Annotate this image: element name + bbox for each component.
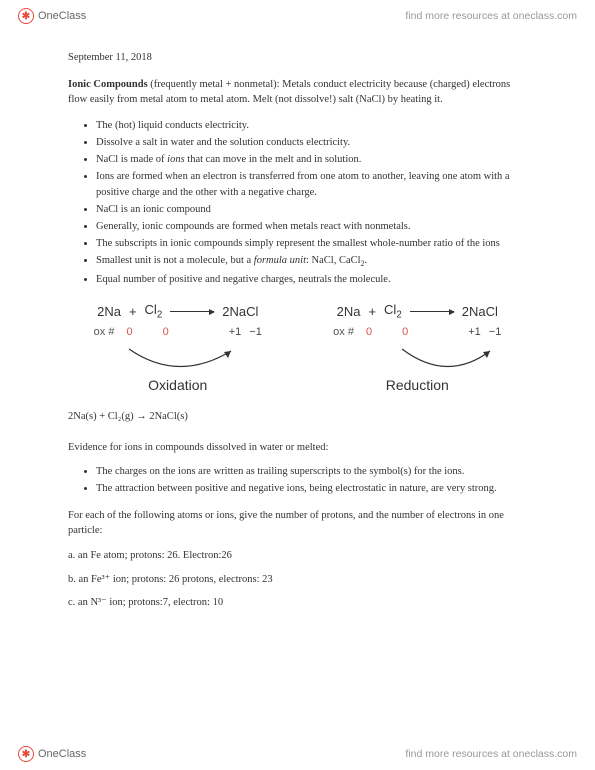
product: 2NaCl [222, 303, 258, 322]
footer-tagline: find more resources at oneclass.com [405, 748, 577, 760]
diagram-label: Oxidation [68, 375, 288, 395]
ox-value: 0 [366, 325, 372, 341]
intro-paren: (frequently metal + nonmetal): [150, 79, 279, 90]
reduction-diagram: 2Na + Cl2 2NaCl ox # 0 0 +1 −1 [308, 301, 528, 395]
list-item: The (hot) liquid conducts electricity. [96, 118, 527, 133]
equation-line: 2Na + Cl2 2NaCl [308, 301, 528, 323]
list-item: Smallest unit is not a molecule, but a f… [96, 253, 527, 270]
ox-value: +1 [468, 325, 481, 341]
subquestion-c: c. an N³⁻ ion; protons:7, electron: 10 [68, 595, 527, 610]
brand-name: OneClass [38, 748, 86, 760]
list-item: Equal number of positive and negative ch… [96, 272, 527, 287]
bullet-list-1: The (hot) liquid conducts electricity. D… [68, 118, 527, 287]
intro-paragraph: Ionic Compounds (frequently metal + nonm… [68, 77, 527, 107]
intro-heading: Ionic Compounds [68, 79, 148, 90]
page-footer: ✱ OneClass find more resources at onecla… [0, 738, 595, 770]
arrow-icon [410, 311, 454, 312]
list-item: Ions are formed when an electron is tran… [96, 169, 527, 199]
subquestion-b: b. an Fe³⁺ ion; protons: 26 protons, ele… [68, 572, 527, 587]
list-item: NaCl is made of ions that can move in th… [96, 152, 527, 167]
plus-sign: + [129, 303, 137, 322]
ox-value: +1 [229, 325, 242, 341]
question-prompt: For each of the following atoms or ions,… [68, 508, 527, 538]
ox-value: 0 [163, 325, 169, 341]
equation-line: 2Na + Cl2 2NaCl [68, 301, 288, 323]
brand-name: OneClass [38, 10, 86, 22]
reactant-b: Cl2 [145, 301, 163, 323]
diagram-label: Reduction [308, 375, 528, 395]
oxidation-numbers: ox # 0 0 +1 −1 [308, 325, 528, 341]
product: 2NaCl [462, 303, 498, 322]
list-item: Generally, ionic compounds are formed wh… [96, 219, 527, 234]
oxidation-numbers: ox # 0 0 +1 −1 [68, 325, 288, 341]
page-header: ✱ OneClass find more resources at onecla… [0, 0, 595, 32]
ox-value: −1 [489, 325, 502, 341]
ox-value: 0 [402, 325, 408, 341]
plus-sign: + [368, 303, 376, 322]
list-item: Dissolve a salt in water and the solutio… [96, 135, 527, 150]
ox-value: −1 [249, 325, 262, 341]
reactant-b: Cl2 [384, 301, 402, 323]
balanced-equation: 2Na(s) + Cl₂(g) → 2NaCl(s) [68, 409, 527, 424]
curved-arrow [308, 347, 528, 373]
curve-icon [93, 347, 263, 373]
header-tagline: find more resources at oneclass.com [405, 10, 577, 22]
reaction-diagram-row: 2Na + Cl2 2NaCl ox # 0 0 +1 −1 [68, 301, 527, 395]
arrow-icon [170, 311, 214, 312]
oxidation-diagram: 2Na + Cl2 2NaCl ox # 0 0 +1 −1 [68, 301, 288, 395]
list-item: The subscripts in ionic compounds simply… [96, 236, 527, 251]
document-date: September 11, 2018 [68, 50, 527, 65]
brand-icon: ✱ [18, 746, 34, 762]
curved-arrow [68, 347, 288, 373]
ox-label: ox # [333, 325, 354, 341]
reactant-a: 2Na [97, 303, 121, 322]
list-item: The charges on the ions are written as t… [96, 464, 527, 479]
list-item: The attraction between positive and nega… [96, 481, 527, 496]
curve-icon [332, 347, 502, 373]
document-body: September 11, 2018 Ionic Compounds (freq… [0, 32, 595, 628]
ox-label: ox # [94, 325, 115, 341]
bullet-list-2: The charges on the ions are written as t… [68, 464, 527, 496]
brand-logo: ✱ OneClass [18, 746, 86, 762]
ox-value: 0 [126, 325, 132, 341]
brand-icon: ✱ [18, 8, 34, 24]
brand-logo: ✱ OneClass [18, 8, 86, 24]
reactant-a: 2Na [337, 303, 361, 322]
evidence-heading: Evidence for ions in compounds dissolved… [68, 440, 527, 455]
list-item: NaCl is an ionic compound [96, 202, 527, 217]
subquestion-a: a. an Fe atom; protons: 26. Electron:26 [68, 548, 527, 563]
